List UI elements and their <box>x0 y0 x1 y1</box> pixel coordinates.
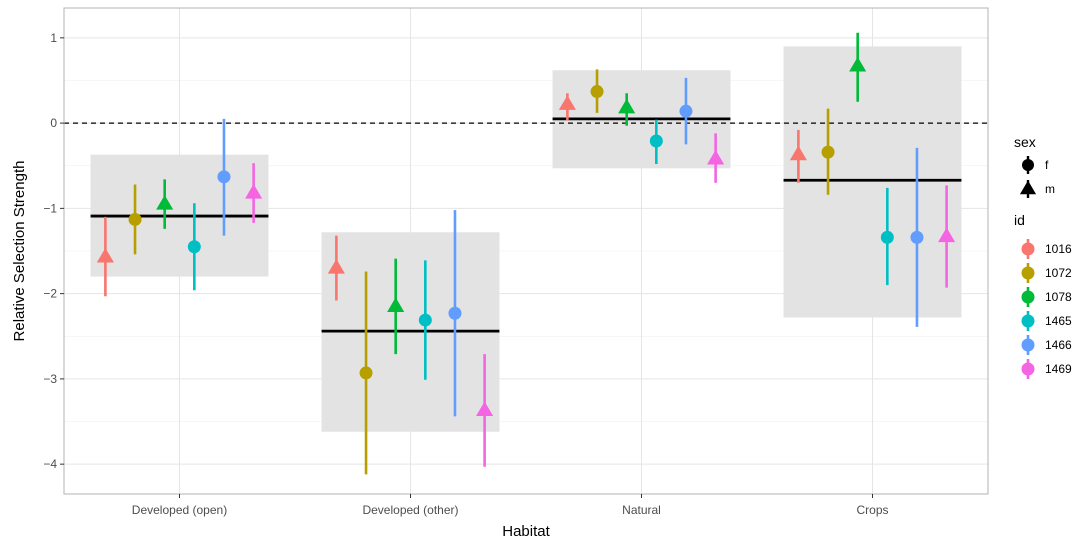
y-axis: 1 0 −1 −2 −3 −4 <box>43 31 64 471</box>
point-triangle <box>558 95 576 110</box>
point-circle <box>880 230 894 244</box>
legend-key-circle <box>1021 290 1035 304</box>
y-tick-label: −3 <box>43 372 57 386</box>
point-triangle <box>96 247 114 263</box>
summary-boxes <box>90 46 962 432</box>
y-tick-label: 1 <box>50 31 57 45</box>
point-triangle <box>849 56 867 72</box>
legend-key-circle <box>1022 159 1034 171</box>
x-tick-label: Developed (other) <box>362 503 458 517</box>
y-tick-label: −4 <box>43 457 57 471</box>
legend-label: 1072 <box>1045 266 1072 280</box>
legend-key-circle <box>1021 266 1035 280</box>
legend-label: m <box>1045 182 1055 196</box>
point-triangle <box>156 195 174 210</box>
point-circle <box>910 230 924 244</box>
legend-key-circle <box>1021 338 1035 352</box>
legend-key-circle <box>1021 242 1035 256</box>
legend-key-circle <box>1021 314 1035 328</box>
legend: sex fm id 1016 1072 1078 1465 1466 1469 <box>1014 134 1072 379</box>
legend-label: 1078 <box>1045 290 1072 304</box>
legend-key-triangle <box>1019 180 1037 195</box>
x-tick-label: Developed (open) <box>132 503 227 517</box>
y-tick-label: −1 <box>43 201 57 215</box>
point-triangle <box>618 98 636 114</box>
legend-key-circle <box>1021 362 1035 376</box>
point-circle <box>649 134 663 148</box>
x-axis-title: Habitat <box>502 523 550 540</box>
legend-label: f <box>1045 158 1049 172</box>
point-circle <box>679 104 693 118</box>
point-circle <box>187 240 201 254</box>
point-circle <box>821 145 835 159</box>
point-circle <box>359 366 373 380</box>
point-triangle <box>245 184 263 199</box>
legend-label: 1465 <box>1045 314 1072 328</box>
point-triangle <box>476 401 494 417</box>
y-tick-label: −2 <box>43 287 57 301</box>
point-circle <box>217 170 231 184</box>
point-triangle <box>707 149 725 165</box>
point-triangle <box>789 145 807 161</box>
x-axis: Developed (open) Developed (other) Natural… <box>132 494 889 517</box>
legend-id-title: id <box>1014 212 1025 228</box>
point-triangle <box>327 259 345 274</box>
y-tick-label: 0 <box>50 116 57 130</box>
point-circle <box>128 212 142 226</box>
y-axis-title: Relative Selection Strength <box>11 161 28 342</box>
point-circle <box>448 306 462 320</box>
legend-label: 1469 <box>1045 362 1072 376</box>
point-circle <box>418 313 432 327</box>
data-points <box>96 56 956 417</box>
point-circle <box>590 85 604 99</box>
legend-label: 1466 <box>1045 338 1072 352</box>
legend-label: 1016 <box>1045 242 1072 256</box>
legend-sex-title: sex <box>1014 134 1036 150</box>
point-triangle <box>387 297 405 313</box>
plot-border <box>63 7 989 495</box>
x-tick-label: Crops <box>856 503 888 517</box>
point-triangle <box>938 227 956 243</box>
summary-box <box>783 46 962 318</box>
x-tick-label: Natural <box>622 503 661 517</box>
